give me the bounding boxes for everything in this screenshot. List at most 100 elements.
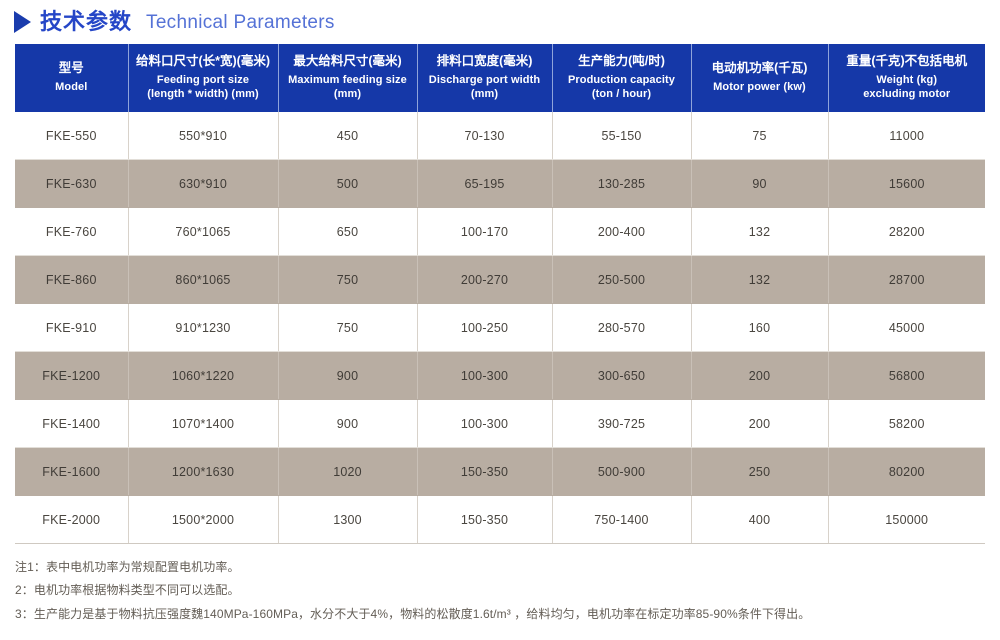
column-header-feeding-port-size: 给料口尺寸(长*宽)(毫米) Feeding port size (length… — [128, 44, 279, 112]
column-header-model: 型号 Model — [15, 44, 129, 112]
cell-weight: 150000 — [828, 495, 985, 544]
page-title-en: Technical Parameters — [146, 11, 335, 33]
cell-feeding-port-size: 910*1230 — [128, 303, 279, 352]
cell-motor-power: 200 — [691, 399, 829, 448]
cell-feeding-port-size: 630*910 — [128, 159, 279, 208]
cell-discharge-port-width: 100-300 — [417, 351, 553, 400]
notes-section: 注1：表中电机功率为常规配置电机功率。 2：电机功率根据物料类型不同可以选配。 … — [0, 544, 1000, 626]
cell-model: FKE-860 — [15, 255, 129, 304]
cell-model: FKE-1600 — [15, 447, 129, 496]
cell-motor-power: 200 — [691, 351, 829, 400]
cell-model: FKE-1200 — [15, 351, 129, 400]
page-title-bar: 技术参数 Technical Parameters — [0, 0, 1000, 44]
cell-feeding-port-size: 1200*1630 — [128, 447, 279, 496]
cell-production-capacity: 200-400 — [552, 207, 692, 256]
table-row: FKE-860 860*1065 750 200-270 250-500 132 28700 — [15, 255, 985, 304]
cell-feeding-port-size: 760*1065 — [128, 207, 279, 256]
cell-feeding-port-size: 1070*1400 — [128, 399, 279, 448]
table-header-row: 型号 Model 给料口尺寸(长*宽)(毫米) Feeding port siz… — [15, 44, 985, 112]
cell-production-capacity: 130-285 — [552, 159, 692, 208]
cell-weight: 28700 — [828, 255, 985, 304]
cell-discharge-port-width: 100-250 — [417, 303, 553, 352]
cell-discharge-port-width: 100-300 — [417, 399, 553, 448]
page-title-cn: 技术参数 — [40, 9, 133, 34]
table-row: FKE-1200 1060*1220 900 100-300 300-650 200 568… — [15, 351, 985, 400]
technical-parameters-table: 型号 Model 给料口尺寸(长*宽)(毫米) Feeding port siz… — [15, 44, 985, 544]
table-row: FKE-760 760*1065 650 100-170 200-400 132 28200 — [15, 207, 985, 256]
cell-weight: 28200 — [828, 207, 985, 256]
column-header-cn: 最大给料尺寸(毫米) — [293, 54, 402, 69]
cell-production-capacity: 280-570 — [552, 303, 692, 352]
note-line: 2：电机功率根据物料类型不同可以选配。 — [15, 583, 240, 598]
cell-motor-power: 250 — [691, 447, 829, 496]
cell-feeding-port-size: 550*910 — [128, 112, 279, 160]
cell-weight: 80200 — [828, 447, 985, 496]
cell-maximum-feeding-size: 650 — [278, 207, 418, 256]
spec-table-container: 型号 Model 给料口尺寸(长*宽)(毫米) Feeding port siz… — [0, 44, 1000, 544]
column-header-cn: 型号 — [58, 61, 84, 76]
cell-motor-power: 75 — [691, 112, 829, 160]
cell-discharge-port-width: 70-130 — [417, 112, 553, 160]
cell-feeding-port-size: 860*1065 — [128, 255, 279, 304]
column-header-en: Production capacity — [567, 74, 676, 87]
cell-model: FKE-1400 — [15, 399, 129, 448]
column-header-en: Maximum feeding size — [288, 74, 407, 87]
column-header-maximum-feeding-size: 最大给料尺寸(毫米) Maximum feeding size (mm) — [278, 44, 418, 112]
cell-motor-power: 132 — [691, 255, 829, 304]
cell-model: FKE-630 — [15, 159, 129, 208]
column-header-en: Weight (kg) — [876, 74, 938, 87]
cell-motor-power: 90 — [691, 159, 829, 208]
cell-motor-power: 400 — [691, 495, 829, 544]
column-header-discharge-port-width: 排料口宽度(毫米) Discharge port width (mm) — [417, 44, 553, 112]
table-row: FKE-1600 1200*1630 1020 150-350 500-900 250 80… — [15, 447, 985, 496]
cell-production-capacity: 300-650 — [552, 351, 692, 400]
cell-production-capacity: 500-900 — [552, 447, 692, 496]
cell-maximum-feeding-size: 750 — [278, 303, 418, 352]
cell-maximum-feeding-size: 450 — [278, 112, 418, 160]
table-header: 型号 Model 给料口尺寸(长*宽)(毫米) Feeding port siz… — [15, 44, 985, 112]
cell-discharge-port-width: 150-350 — [417, 495, 553, 544]
cell-model: FKE-550 — [15, 112, 129, 160]
cell-maximum-feeding-size: 1020 — [278, 447, 418, 496]
cell-feeding-port-size: 1500*2000 — [128, 495, 279, 544]
table-row: FKE-550 550*910 450 70-130 55-150 75 11000 — [15, 112, 985, 160]
column-header-cn: 生产能力(吨/时) — [578, 54, 665, 69]
cell-feeding-port-size: 1060*1220 — [128, 351, 279, 400]
cell-motor-power: 160 — [691, 303, 829, 352]
column-header-en-2: (mm) — [470, 87, 499, 100]
cell-discharge-port-width: 150-350 — [417, 447, 553, 496]
cell-maximum-feeding-size: 750 — [278, 255, 418, 304]
cell-model: FKE-760 — [15, 207, 129, 256]
cell-motor-power: 132 — [691, 207, 829, 256]
column-header-en: Model — [55, 80, 88, 93]
cell-model: FKE-910 — [15, 303, 129, 352]
table-row: FKE-630 630*910 500 65-195 130-285 90 15600 — [15, 159, 985, 208]
column-header-production-capacity: 生产能力(吨/时) Production capacity (ton / hou… — [552, 44, 692, 112]
table-row: FKE-910 910*1230 750 100-250 280-570 160 45000 — [15, 303, 985, 352]
column-header-en-2: excluding motor — [863, 87, 951, 100]
column-header-en-2: (length * width) (mm) — [147, 87, 259, 100]
cell-production-capacity: 390-725 — [552, 399, 692, 448]
column-header-weight: 重量(千克)不包括电机 Weight (kg) excluding motor — [828, 44, 985, 112]
cell-weight: 58200 — [828, 399, 985, 448]
cell-production-capacity: 250-500 — [552, 255, 692, 304]
table-row: FKE-2000 1500*2000 1300 150-350 750-1400 400 1… — [15, 495, 985, 544]
column-header-cn: 给料口尺寸(长*宽)(毫米) — [135, 54, 270, 69]
cell-discharge-port-width: 100-170 — [417, 207, 553, 256]
column-header-motor-power: 电动机功率(千瓦) Motor power (kw) — [691, 44, 829, 112]
cell-weight: 15600 — [828, 159, 985, 208]
cell-production-capacity: 55-150 — [552, 112, 692, 160]
table-row: FKE-1400 1070*1400 900 100-300 390-725 200 582… — [15, 399, 985, 448]
cell-maximum-feeding-size: 900 — [278, 399, 418, 448]
cell-discharge-port-width: 65-195 — [417, 159, 553, 208]
note-line: 注1：表中电机功率为常规配置电机功率。 — [15, 560, 240, 574]
cell-maximum-feeding-size: 900 — [278, 351, 418, 400]
column-header-en-2: (mm) — [333, 87, 362, 100]
cell-maximum-feeding-size: 500 — [278, 159, 418, 208]
cell-weight: 45000 — [828, 303, 985, 352]
cell-weight: 56800 — [828, 351, 985, 400]
table-body: FKE-550 550*910 450 70-130 55-150 75 11000 FKE-… — [15, 112, 985, 544]
cell-production-capacity: 750-1400 — [552, 495, 692, 544]
column-header-cn: 排料口宽度(毫米) — [436, 54, 533, 69]
note-line: 3：生产能力是基于物料抗压强度魏140MPa-160MPa，水分不大于4%，物料… — [15, 606, 811, 621]
